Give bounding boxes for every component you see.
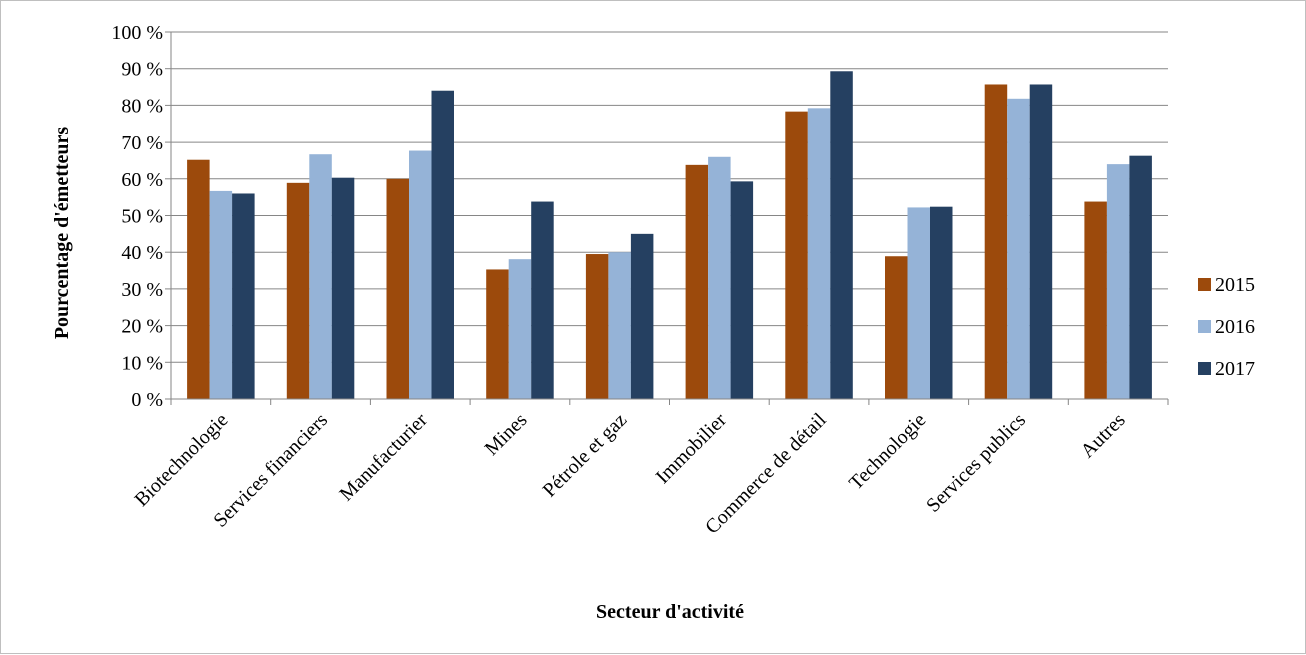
bar-2015 [685,164,709,399]
bar-2016 [1007,98,1030,399]
bar-2017 [1029,84,1053,399]
bar-2016 [807,108,831,399]
bar-2016 [907,207,930,399]
legend-swatch-2015 [1198,278,1211,291]
bar-2017 [331,177,355,399]
y-tick-label: 40 % [121,242,163,264]
x-tick-label: Mines [481,409,532,460]
x-tick-label: Biotechnologie [130,409,232,511]
bar-2016 [1106,164,1130,399]
bar-2017 [630,233,654,399]
bar-2015 [187,159,210,399]
y-tick-label: 90 % [121,59,163,81]
x-tick-label: Autres [1076,409,1129,462]
x-tick-label: Manufacturier [335,409,432,506]
axes [170,32,1169,405]
y-tick-label: 70 % [121,132,163,154]
y-tick-label: 20 % [121,316,163,338]
bar-2016 [508,259,532,399]
legend: 2015 2016 2017 [1198,274,1255,380]
bar-2016 [608,252,631,399]
bar-2016 [309,154,332,399]
legend-label-2016: 2016 [1215,316,1255,338]
y-tick-labels: 0 % 10 % 20 % 30 % 40 % 50 % 60 % 70 % 80 % 90 % 1… [111,22,163,411]
legend-label-2015: 2015 [1215,274,1255,296]
y-tick-label: 30 % [121,279,163,301]
bar-2015 [785,111,808,399]
legend-label-2017: 2017 [1215,358,1255,380]
bar-2015 [1084,201,1107,399]
x-tick-label: Services publics [922,409,1030,517]
y-tick-label: 100 % [111,22,163,44]
bar-2017 [1129,155,1152,399]
y-axis-title: Pourcentage d'émetteurs [51,127,73,340]
bar-2015 [984,84,1008,399]
bar-2015 [585,254,609,399]
bar-2017 [730,181,754,399]
bar-2015 [486,269,509,399]
bar-2017 [930,206,953,399]
y-tick-label: 10 % [121,352,163,374]
bar-2017 [830,71,853,400]
bar-2017 [531,201,554,399]
bar-2015 [286,182,310,399]
bars [187,71,1152,400]
y-tick-label: 60 % [121,169,163,191]
x-tick-label: Immobilier [652,409,731,488]
y-tick-label: 80 % [121,95,163,117]
x-tick-label: Technologie [845,409,930,494]
bar-2016 [708,156,731,399]
y-tick-label: 0 % [131,389,163,411]
bar-2015 [386,178,409,399]
y-tick-label: 50 % [121,206,163,228]
legend-swatch-2017 [1198,362,1211,375]
bar-2017 [232,193,255,399]
legend-swatch-2016 [1198,320,1211,333]
bar-2016 [209,190,233,399]
bar-2016 [409,150,432,399]
bar-2017 [431,90,454,399]
x-tick-label: Pétrole et gaz [539,409,632,502]
x-axis-title: Secteur d'activité [596,601,744,623]
bar-2015 [885,256,908,399]
